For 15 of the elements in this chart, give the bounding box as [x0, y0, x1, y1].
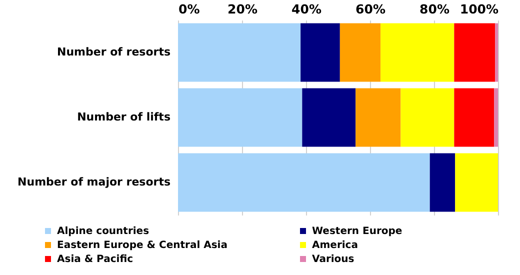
y-tick-label: Number of resorts [57, 46, 171, 58]
x-tick-label: 100% [460, 2, 499, 16]
x-tick-label: 40% [292, 2, 322, 16]
legend-label: America [312, 240, 358, 251]
y-tick-label: Number of lifts [77, 110, 171, 124]
x-tick-label: 80% [420, 2, 450, 16]
legend-label: Eastern Europe & Central Asia [57, 240, 228, 251]
legend-label: Western Europe [312, 226, 402, 237]
legend-label: Various [312, 254, 354, 265]
x-tick-label: 20% [228, 2, 258, 16]
x-tick-label: 60% [356, 2, 386, 16]
y-tick-label: Number of major resorts [18, 176, 171, 188]
x-tick-label: 0% [178, 2, 200, 16]
legend-label: Asia & Pacific [57, 254, 134, 265]
legend-label: Alpine countries [57, 226, 150, 237]
